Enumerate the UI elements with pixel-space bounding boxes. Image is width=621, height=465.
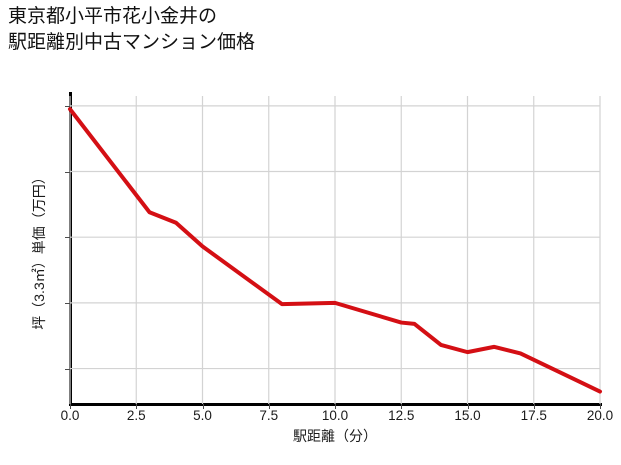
y-axis-label: 坪（3.3㎡）単価（万円） <box>31 170 47 330</box>
x-tick-label: 20.0 <box>586 408 614 423</box>
x-tick-mark <box>136 404 138 409</box>
y-tick-mark <box>65 237 70 239</box>
x-tick-label: 17.5 <box>520 408 547 423</box>
y-tick-mark <box>65 105 70 107</box>
x-tick-label: 12.5 <box>388 408 415 423</box>
x-tick-mark <box>335 404 336 409</box>
x-tick-label: 10.0 <box>321 408 349 423</box>
x-tick-mark <box>202 404 204 409</box>
chart-title: 東京都小平市花小金井の駅距離別中古マンション価格 <box>8 4 255 56</box>
y-tick-mark <box>65 171 70 173</box>
x-tick-label: 5.0 <box>193 408 212 423</box>
x-tick-mark <box>401 404 403 409</box>
x-tick-mark <box>70 404 71 409</box>
x-tick-label: 15.0 <box>454 408 481 423</box>
x-tick-label: 0.0 <box>60 408 80 423</box>
x-tick-label: 7.5 <box>259 408 279 423</box>
plot-canvas <box>68 96 602 404</box>
price-line <box>68 107 602 394</box>
x-tick-mark <box>467 404 469 409</box>
x-tick-mark <box>600 404 601 409</box>
x-tick-label: 2.5 <box>126 408 146 423</box>
x-axis-label: 駅距離（分） <box>293 428 377 444</box>
grid-lines <box>69 96 601 404</box>
x-tick-mark <box>533 404 535 409</box>
chart-title-line-1: 東京都小平市花小金井の <box>8 6 218 27</box>
data-series-group <box>68 107 602 394</box>
x-tick-mark <box>268 404 270 409</box>
y-tick-mark <box>65 368 70 370</box>
chart-title-line-2: 駅距離別中古マンション価格 <box>8 32 256 53</box>
plot-area: 120130140150160 0.02.55.07.510.012.515.0… <box>31 92 613 444</box>
y-tick-mark <box>65 302 70 304</box>
